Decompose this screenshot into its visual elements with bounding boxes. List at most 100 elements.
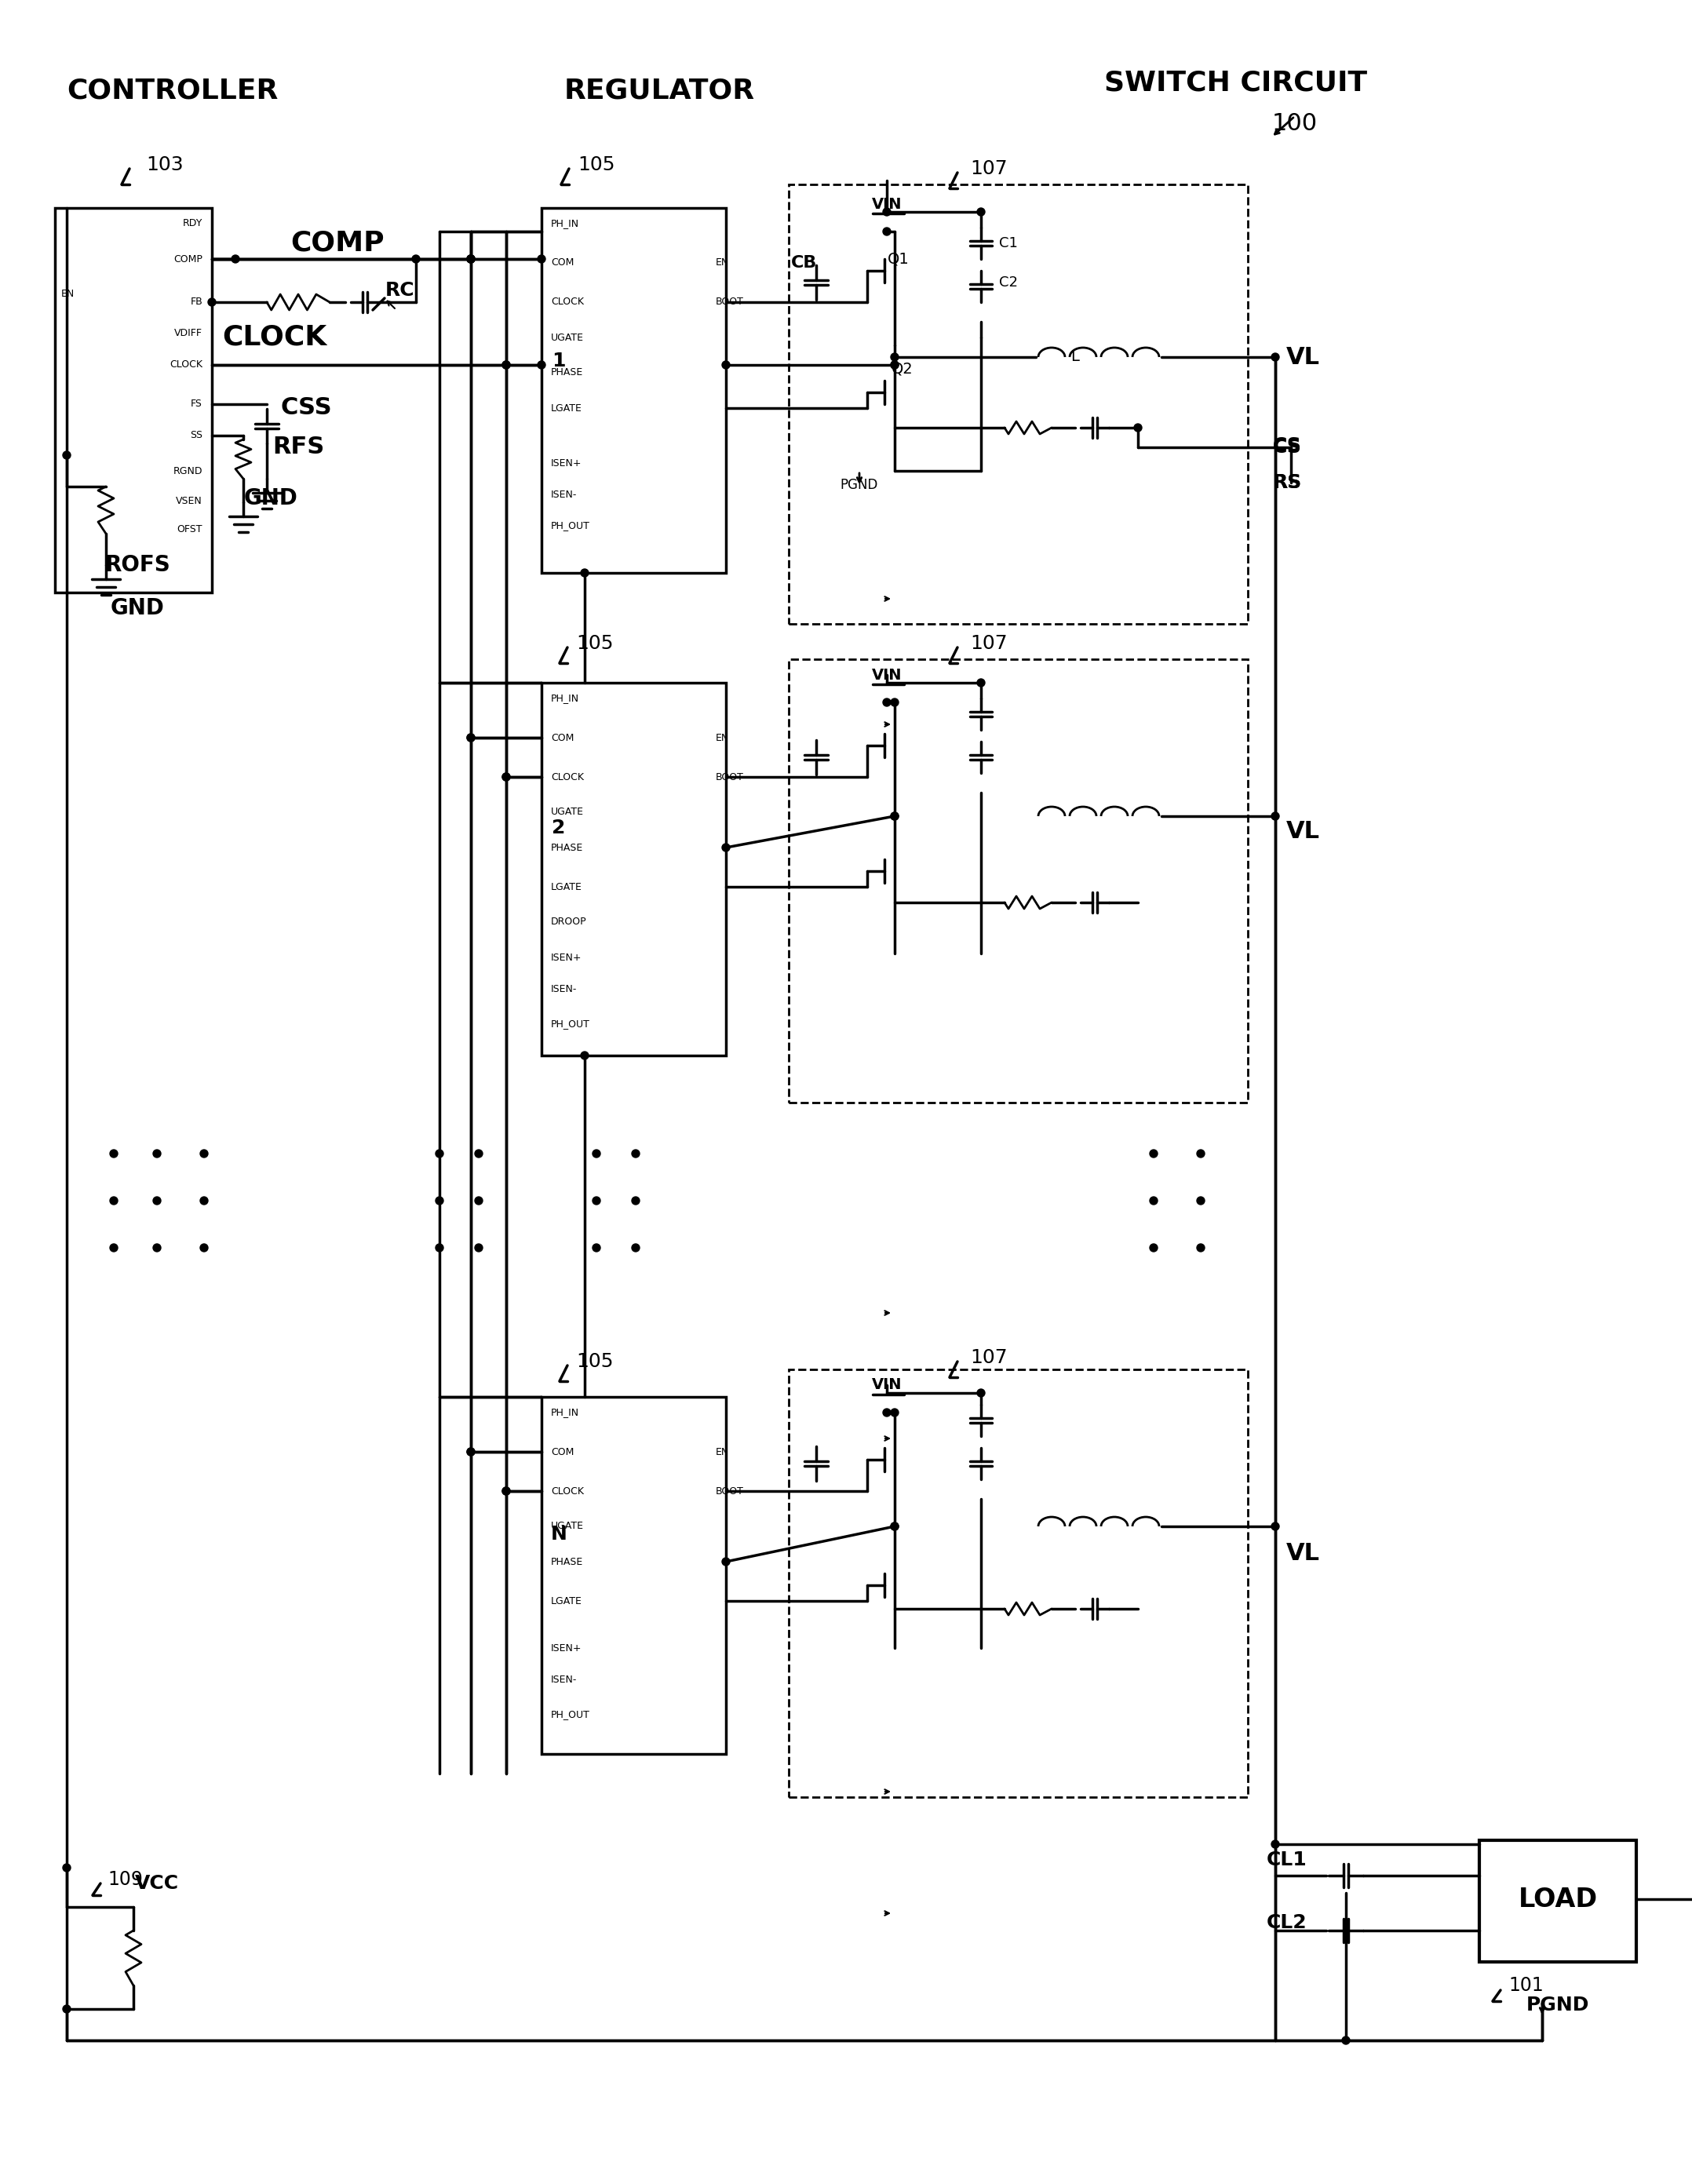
Circle shape (883, 227, 890, 236)
Circle shape (1149, 1197, 1157, 1206)
Text: 105: 105 (577, 1352, 614, 1372)
Circle shape (475, 1197, 482, 1206)
Circle shape (890, 1522, 898, 1531)
Text: ROFS: ROFS (105, 555, 171, 577)
Circle shape (503, 1487, 509, 1496)
Circle shape (722, 360, 729, 369)
Text: PH_IN: PH_IN (552, 1406, 579, 1417)
Circle shape (1196, 1197, 1205, 1206)
Circle shape (467, 256, 475, 262)
Text: CLOCK: CLOCK (222, 323, 327, 352)
Text: OFST: OFST (178, 524, 203, 535)
Circle shape (538, 256, 545, 262)
Circle shape (435, 1149, 443, 1158)
Circle shape (503, 773, 509, 782)
Text: PH_OUT: PH_OUT (552, 520, 591, 531)
Circle shape (232, 256, 239, 262)
Circle shape (890, 812, 898, 819)
Circle shape (1271, 812, 1279, 819)
Text: VIN: VIN (871, 197, 902, 212)
Circle shape (976, 679, 985, 686)
Text: CLOCK: CLOCK (552, 297, 584, 308)
Circle shape (538, 360, 545, 369)
Text: CLOCK: CLOCK (552, 1485, 584, 1496)
Text: PH_IN: PH_IN (552, 692, 579, 703)
Circle shape (467, 734, 475, 743)
Circle shape (208, 299, 217, 306)
Text: 1: 1 (552, 352, 565, 371)
Text: ISEN+: ISEN+ (552, 459, 582, 467)
Circle shape (435, 1245, 443, 1251)
Circle shape (1271, 354, 1279, 360)
Circle shape (890, 360, 898, 369)
Text: L: L (1071, 349, 1079, 365)
Circle shape (883, 1409, 890, 1417)
Text: PH_IN: PH_IN (552, 218, 579, 229)
Circle shape (413, 256, 420, 262)
Circle shape (883, 699, 890, 705)
Circle shape (467, 256, 475, 262)
Text: LGATE: LGATE (552, 882, 582, 891)
Text: 109: 109 (108, 1870, 144, 1889)
Circle shape (890, 354, 898, 360)
Text: VIN: VIN (871, 1378, 902, 1393)
Circle shape (1196, 1149, 1205, 1158)
Text: FS: FS (191, 400, 203, 408)
Circle shape (475, 1245, 482, 1251)
Text: GND: GND (110, 596, 164, 620)
Text: C2: C2 (998, 275, 1019, 290)
Text: N: N (550, 1524, 567, 1544)
Circle shape (890, 1409, 898, 1417)
Circle shape (976, 207, 985, 216)
Circle shape (592, 1197, 601, 1206)
Circle shape (1342, 2035, 1350, 2044)
Text: 103: 103 (146, 155, 183, 175)
Text: RC: RC (386, 282, 415, 299)
Text: SWITCH CIRCUIT: SWITCH CIRCUIT (1105, 70, 1367, 96)
Circle shape (110, 1149, 118, 1158)
Circle shape (63, 2005, 71, 2014)
Circle shape (467, 256, 475, 262)
Circle shape (435, 1197, 443, 1206)
Text: PHASE: PHASE (552, 843, 584, 852)
Circle shape (722, 843, 729, 852)
Text: ISEN+: ISEN+ (552, 1642, 582, 1653)
Circle shape (152, 1149, 161, 1158)
Text: 2: 2 (552, 819, 565, 836)
Text: 107: 107 (970, 159, 1007, 179)
Text: EN: EN (716, 732, 729, 743)
Text: PH_OUT: PH_OUT (552, 1020, 591, 1029)
Text: CB: CB (792, 256, 817, 271)
Circle shape (467, 734, 475, 743)
Text: 100: 100 (1272, 114, 1318, 135)
Circle shape (503, 1487, 509, 1496)
Bar (541, 207, 726, 572)
Circle shape (1149, 1149, 1157, 1158)
Text: VL: VL (1286, 345, 1320, 369)
Text: EN: EN (716, 258, 729, 269)
Circle shape (631, 1245, 640, 1251)
Text: COM: COM (552, 732, 574, 743)
Text: BOOT: BOOT (716, 771, 744, 782)
Circle shape (467, 256, 475, 262)
Text: CL1: CL1 (1267, 1850, 1308, 1870)
Text: RDY: RDY (183, 218, 203, 229)
Text: LOAD: LOAD (1518, 1887, 1597, 1911)
Circle shape (631, 1149, 640, 1158)
Text: 105: 105 (577, 633, 614, 653)
Text: BOOT: BOOT (716, 297, 744, 308)
Text: FB: FB (190, 297, 203, 308)
Circle shape (152, 1197, 161, 1206)
Circle shape (1196, 1245, 1205, 1251)
Circle shape (883, 207, 890, 216)
Bar (541, 1398, 726, 1754)
Text: Q2: Q2 (892, 360, 914, 376)
Text: GND: GND (244, 487, 298, 509)
Text: CLOCK: CLOCK (552, 771, 584, 782)
Text: SS: SS (190, 430, 203, 441)
Circle shape (200, 1197, 208, 1206)
Bar (788, 660, 1247, 1103)
Circle shape (722, 1557, 729, 1566)
Text: CLOCK: CLOCK (169, 360, 203, 369)
Text: ISEN-: ISEN- (552, 1675, 577, 1684)
